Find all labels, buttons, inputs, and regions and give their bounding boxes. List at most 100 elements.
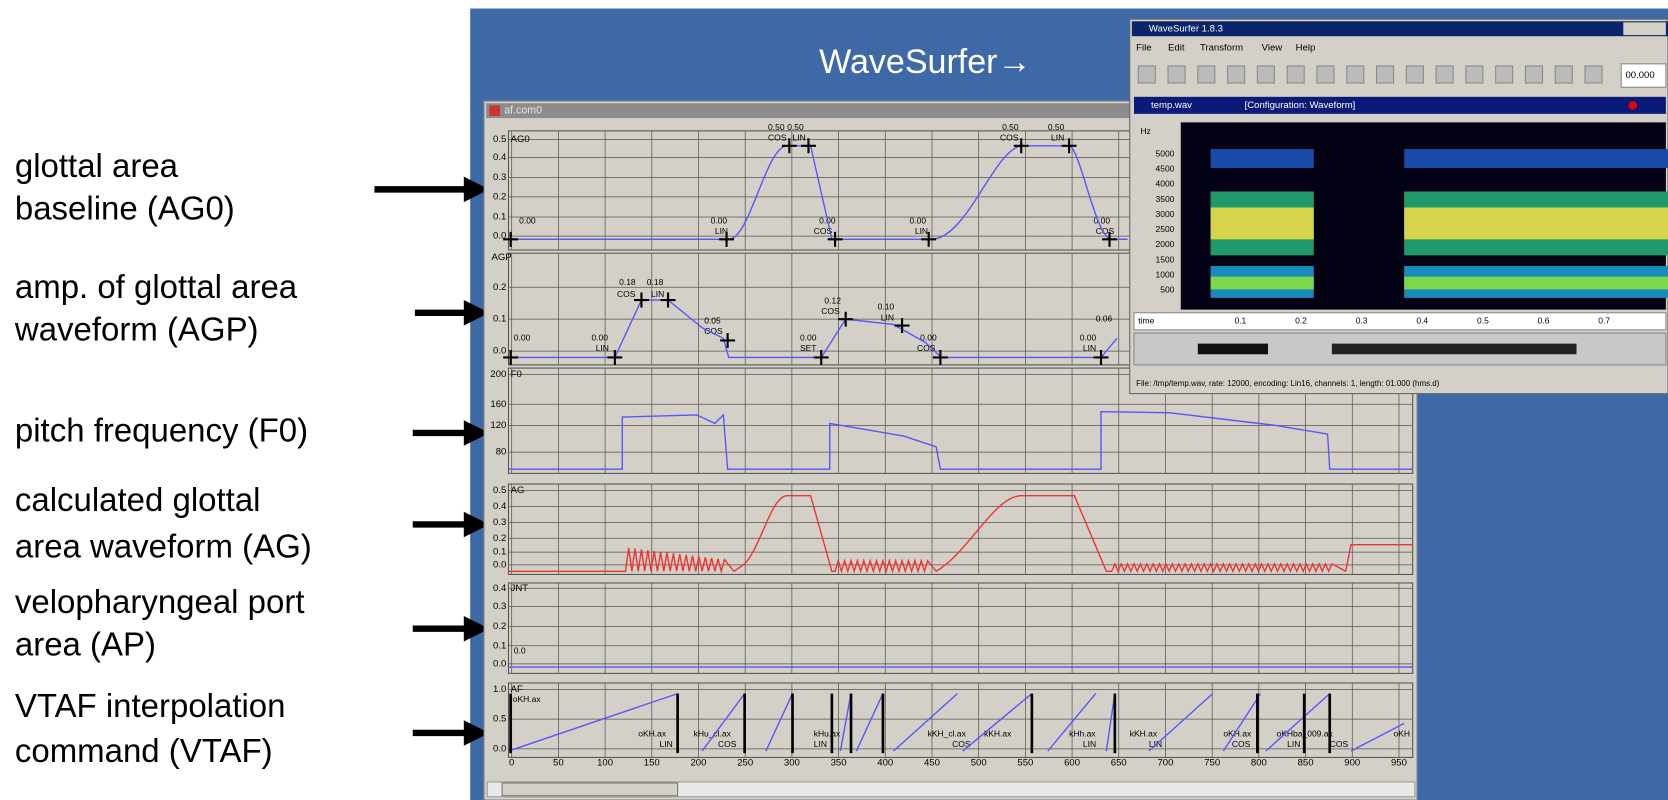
toolbar-button[interactable] xyxy=(1316,65,1335,84)
annotation-text: command (VTAF) xyxy=(15,732,273,769)
y-tick-label: 200 xyxy=(490,369,506,380)
toolbar-button[interactable] xyxy=(1256,65,1275,84)
point-label: 0.18 xyxy=(619,277,636,287)
toolbar-button[interactable] xyxy=(1375,65,1395,84)
point-marker xyxy=(813,350,829,365)
menu-item[interactable]: View xyxy=(1262,42,1283,53)
panel-name: F0 xyxy=(511,369,522,380)
toolbar-button[interactable] xyxy=(1465,65,1484,84)
toolbar-button[interactable] xyxy=(1554,65,1573,84)
toolbar-button[interactable] xyxy=(1227,65,1246,84)
status-bar: File: /tmp/temp.wav, rate: 12000, encodi… xyxy=(1136,379,1440,388)
point-marker xyxy=(503,350,519,365)
point-label: kKH_cl.ax xyxy=(928,728,967,738)
toolbar-button[interactable] xyxy=(1197,65,1216,84)
point-label: 0.05 xyxy=(704,316,721,326)
toolbar-button[interactable] xyxy=(1137,65,1156,84)
time-tick-label: 0.5 xyxy=(1477,316,1489,326)
track-configuration: [Configuration: Waveform] xyxy=(1245,100,1356,111)
point-marker xyxy=(1061,138,1077,154)
x-tick-label: 850 xyxy=(1298,757,1314,768)
toolbar-button[interactable] xyxy=(1286,65,1305,84)
y-tick-label: 0.5 xyxy=(493,485,506,496)
arrow-head xyxy=(463,300,490,326)
y-tick-label: 0.2 xyxy=(493,282,506,293)
y-tick-label: 0.1 xyxy=(493,314,506,325)
point-label: LIN xyxy=(596,343,609,353)
point-label: 0.50 xyxy=(1048,122,1065,132)
frequency-tick-label: 2000 xyxy=(1155,239,1174,249)
point-marker xyxy=(719,231,735,247)
point-label: COS xyxy=(704,326,723,336)
menu-item[interactable]: Transform xyxy=(1200,42,1243,53)
point-label: kHh.ax xyxy=(1069,728,1096,738)
point-label: COS xyxy=(768,133,787,143)
y-tick-label: 0.2 xyxy=(493,533,506,544)
x-tick-label: 650 xyxy=(1111,757,1127,768)
menu-item[interactable]: File xyxy=(1136,42,1151,53)
point-label: COS xyxy=(1232,739,1251,749)
y-tick-label: 1.0 xyxy=(493,684,506,695)
time-axis-label: time xyxy=(1138,316,1154,326)
point-label: 0.00 xyxy=(910,216,927,226)
point-label: COS xyxy=(821,306,840,316)
annotation-text: waveform (AGP) xyxy=(14,311,259,348)
frequency-tick-label: 4500 xyxy=(1155,164,1174,174)
frequency-tick-label: 1000 xyxy=(1155,269,1174,279)
spectrogram-band xyxy=(1210,276,1314,290)
point-label: LIN xyxy=(1083,343,1096,353)
point-marker xyxy=(720,332,736,348)
point-label: COS xyxy=(952,739,971,749)
toolbar-button[interactable] xyxy=(1346,65,1365,84)
toolbar-button[interactable] xyxy=(1405,65,1424,84)
y-tick-label: 0.0 xyxy=(493,559,506,570)
toolbar-button[interactable] xyxy=(1435,65,1454,84)
point-label: kKH.ax xyxy=(984,728,1012,738)
point-label: 0.00 xyxy=(591,333,608,343)
frequency-tick-label: 3000 xyxy=(1155,209,1174,219)
point-label: LIN xyxy=(881,312,894,322)
scrollbar-thumb[interactable] xyxy=(501,782,679,797)
spectrogram-band xyxy=(1404,207,1668,240)
point-marker xyxy=(607,350,623,365)
point-label: COS xyxy=(1096,226,1115,236)
toolbar-button[interactable] xyxy=(1167,65,1186,84)
record-button[interactable] xyxy=(1628,101,1638,110)
window-controls[interactable] xyxy=(1623,22,1666,36)
frequency-tick-label: 1500 xyxy=(1155,254,1174,264)
menu-item[interactable]: Edit xyxy=(1168,42,1185,53)
y-tick-label: 0.0 xyxy=(493,658,506,669)
point-label: 0.50 xyxy=(768,122,785,132)
point-label: COS xyxy=(814,226,833,236)
panel-name: AG xyxy=(511,485,525,496)
annotation-text: glottal area xyxy=(15,147,179,184)
editor-icon xyxy=(489,105,500,116)
y-tick-label: 120 xyxy=(490,420,506,431)
x-tick-label: 300 xyxy=(784,757,800,768)
panel-name: JNT xyxy=(511,583,529,594)
wavesurfer-label: WaveSurfer→ xyxy=(819,43,1031,81)
annotation-text: velopharyngeal port xyxy=(15,583,305,620)
menu-item[interactable]: Help xyxy=(1296,42,1316,53)
time-tick-label: 0.7 xyxy=(1598,316,1610,326)
toolbar-button[interactable] xyxy=(1495,65,1514,84)
toolbar-button[interactable] xyxy=(1524,65,1544,84)
point-label: LIN xyxy=(660,739,673,749)
y-tick-label: 0.2 xyxy=(493,621,506,632)
curve xyxy=(508,145,1128,241)
annotation-text: VTAF interpolation xyxy=(15,687,286,724)
y-tick-label: 0.0 xyxy=(493,743,506,754)
x-tick-label: 150 xyxy=(644,757,660,768)
y-tick-label: 0.3 xyxy=(493,172,506,183)
y-tick-label: 0.2 xyxy=(493,191,506,202)
point-label: COS xyxy=(917,343,936,353)
x-tick-label: 50 xyxy=(553,757,564,768)
panel-name: AF xyxy=(511,684,523,695)
point-label: kKH.ax xyxy=(1130,728,1158,738)
y-tick-label: 0.1 xyxy=(493,547,506,558)
toolbar-button[interactable] xyxy=(1584,65,1603,84)
horizontal-scrollbar[interactable] xyxy=(486,781,1416,798)
annotation-text: baseline (AG0) xyxy=(15,189,235,226)
